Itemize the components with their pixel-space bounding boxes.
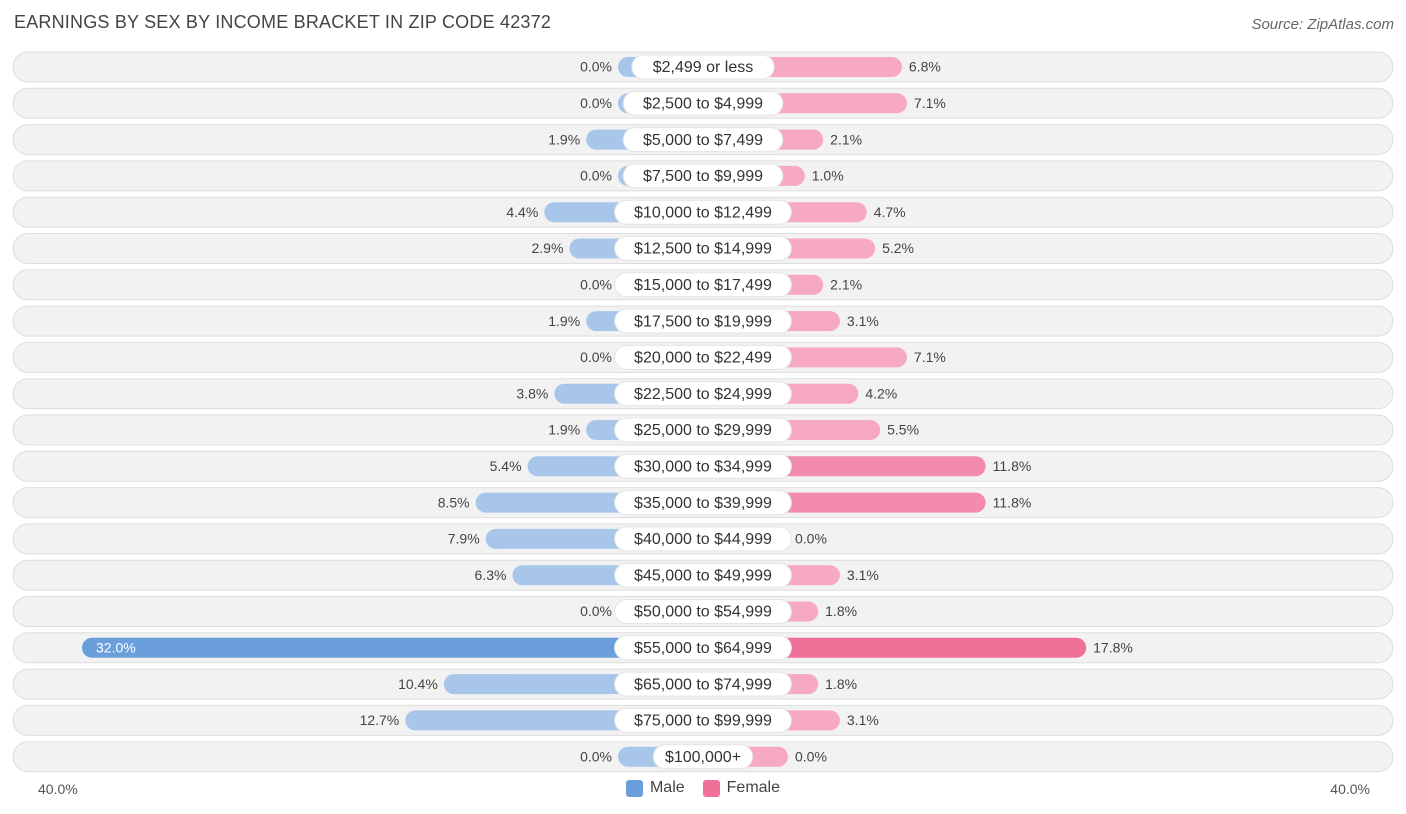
legend-item-female[interactable]: Female [702,779,781,797]
value-label-male: 6.3% [475,567,507,583]
category-pill [614,490,792,516]
value-label-female: 11.8% [993,458,1032,474]
value-label-male: 4.4% [506,204,538,220]
value-label-male: 5.4% [490,458,522,474]
axis-right-label: 40.0% [1330,781,1370,797]
category-label: $10,000 to $12,499 [634,204,772,221]
category-label: $2,500 to $4,999 [643,96,763,113]
value-label-female: 4.7% [874,204,906,220]
value-label-male: 1.9% [548,131,580,147]
legend-swatch-male [625,779,643,797]
value-label-male: 0.0% [580,277,612,293]
value-label-female: 1.0% [812,168,844,184]
category-label: $30,000 to $34,999 [634,459,772,476]
value-label-female: 2.1% [830,131,862,147]
category-label: $25,000 to $29,999 [634,422,772,439]
value-label-female: 4.2% [865,385,897,401]
legend-item-male[interactable]: Male [625,779,685,797]
value-label-female: 0.0% [795,748,827,764]
value-label-male: 7.9% [448,531,480,547]
legend: Male Female [0,779,1406,797]
category-label: $35,000 to $39,999 [634,495,772,512]
value-label-male: 1.9% [548,422,580,438]
category-pill [614,707,792,733]
category-pill [614,635,792,661]
value-label-male: 0.0% [580,168,612,184]
legend-label-male: Male [649,779,685,796]
category-pill [614,308,792,334]
category-label: $100,000+ [665,749,741,766]
category-pill [652,744,754,770]
bar-female [703,637,1087,658]
value-label-female: 2.1% [830,277,862,293]
value-label-female: 1.8% [825,603,857,619]
value-label-male: 12.7% [360,712,400,728]
legend-label-female: Female [726,779,781,796]
value-label-female: 6.8% [909,59,941,75]
value-label-male: 1.9% [548,313,580,329]
category-pill [614,562,792,588]
value-label-female: 7.1% [914,349,946,365]
value-label-male: 0.0% [580,59,612,75]
category-pill [622,90,784,116]
value-label-male: 0.0% [580,349,612,365]
category-label: $65,000 to $74,999 [634,676,772,693]
category-label: $22,500 to $24,999 [634,386,772,403]
category-label: $12,500 to $14,999 [634,241,772,258]
value-label-female: 1.8% [825,676,857,692]
value-label-male: 8.5% [438,494,470,510]
axis-left-label: 40.0% [38,781,78,797]
value-label-female: 11.8% [993,494,1032,510]
category-label: $2,499 or less [653,59,754,76]
category-pill [622,127,784,153]
category-label: $17,500 to $19,999 [634,313,772,330]
legend-swatch-female [702,779,720,797]
category-label: $50,000 to $54,999 [634,604,772,621]
value-label-male: 0.0% [580,603,612,619]
category-label: $45,000 to $49,999 [634,567,772,584]
category-pill [614,599,792,624]
category-label: $55,000 to $64,999 [634,640,772,657]
bar-male [82,637,703,658]
category-pill [614,199,792,225]
category-pill [614,417,792,443]
category-pill [614,344,792,370]
value-label-female: 0.0% [795,531,827,547]
category-label: $5,000 to $7,499 [643,132,763,149]
category-label: $75,000 to $99,999 [634,713,772,730]
category-label: $20,000 to $22,499 [634,350,772,367]
value-label-male: 0.0% [580,95,612,111]
value-label-female: 3.1% [847,313,879,329]
category-pill [631,54,775,80]
category-pill [614,526,792,552]
value-label-female: 3.1% [847,567,879,583]
category-pill [614,236,792,261]
category-pill [622,163,784,189]
category-pill [614,453,792,479]
value-label-male: 32.0% [96,640,136,656]
category-label: $15,000 to $17,499 [634,277,772,294]
value-label-male: 2.9% [532,240,564,256]
category-pill [614,671,792,697]
value-label-female: 5.5% [887,422,919,438]
category-pill [614,381,792,407]
value-label-male: 0.0% [580,748,612,764]
chart-title: EARNINGS BY SEX BY INCOME BRACKET IN ZIP… [14,12,552,32]
value-label-female: 17.8% [1093,640,1133,656]
category-label: $7,500 to $9,999 [643,168,763,185]
category-label: $40,000 to $44,999 [634,531,772,548]
value-label-male: 10.4% [398,676,438,692]
value-label-female: 3.1% [847,712,879,728]
value-label-female: 5.2% [882,240,914,256]
source-label: Source: ZipAtlas.com [1251,16,1394,33]
category-pill [614,272,792,298]
value-label-male: 3.8% [516,385,548,401]
value-label-female: 7.1% [914,95,946,111]
